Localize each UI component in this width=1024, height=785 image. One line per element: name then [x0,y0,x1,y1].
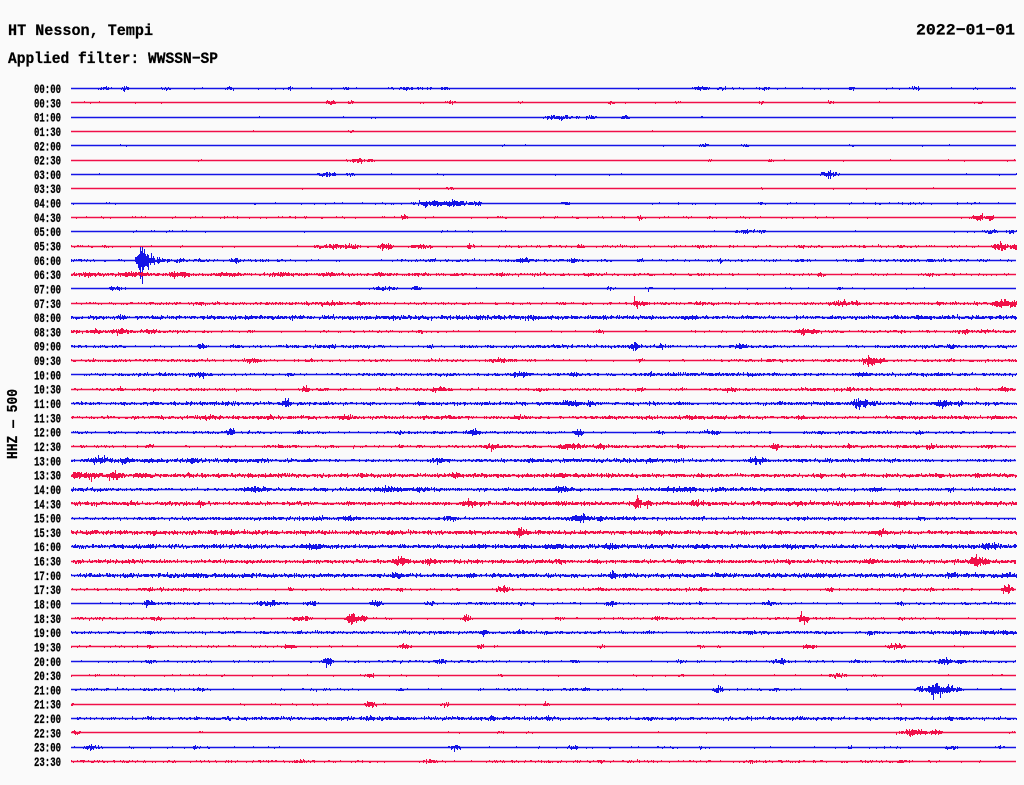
svg-text:2022−01−01: 2022−01−01 [916,22,1015,40]
svg-text:21:00: 21:00 [34,683,61,698]
svg-text:16:00: 16:00 [34,540,61,555]
svg-text:11:00: 11:00 [34,397,61,412]
svg-text:14:30: 14:30 [34,497,61,512]
svg-text:19:00: 19:00 [34,626,61,641]
svg-text:19:30: 19:30 [34,640,61,655]
svg-text:15:30: 15:30 [34,526,61,541]
svg-text:11:30: 11:30 [34,411,61,426]
svg-text:08:00: 08:00 [34,311,61,326]
svg-text:02:00: 02:00 [34,139,61,154]
svg-text:06:30: 06:30 [34,268,61,283]
svg-text:HHZ — 500: HHZ — 500 [5,389,22,459]
svg-text:07:00: 07:00 [34,283,61,298]
svg-text:17:30: 17:30 [34,583,61,598]
svg-text:13:30: 13:30 [34,469,61,484]
svg-text:20:00: 20:00 [34,655,61,670]
svg-text:09:00: 09:00 [34,340,61,355]
svg-text:15:00: 15:00 [34,512,61,527]
svg-text:09:30: 09:30 [34,354,61,369]
svg-text:14:00: 14:00 [34,483,61,498]
svg-text:01:30: 01:30 [34,125,61,140]
svg-text:05:30: 05:30 [34,240,61,255]
svg-text:00:30: 00:30 [34,96,61,111]
svg-text:10:30: 10:30 [34,383,61,398]
svg-text:10:00: 10:00 [34,368,61,383]
svg-text:18:30: 18:30 [34,612,61,627]
svg-text:12:00: 12:00 [34,426,61,441]
svg-text:23:30: 23:30 [34,755,61,770]
svg-text:21:30: 21:30 [34,698,61,713]
svg-text:08:30: 08:30 [34,325,61,340]
svg-text:03:00: 03:00 [34,168,61,183]
svg-text:18:00: 18:00 [34,598,61,613]
svg-text:20:30: 20:30 [34,669,61,684]
svg-text:07:30: 07:30 [34,297,61,312]
svg-text:22:00: 22:00 [34,712,61,727]
svg-text:23:00: 23:00 [34,741,61,756]
svg-text:04:30: 04:30 [34,211,61,226]
svg-text:Applied filter: WWSSN−SP: Applied filter: WWSSN−SP [8,50,218,68]
svg-text:01:00: 01:00 [34,111,61,126]
svg-text:06:00: 06:00 [34,254,61,269]
svg-text:04:00: 04:00 [34,197,61,212]
svg-text:02:30: 02:30 [34,154,61,169]
svg-text:05:00: 05:00 [34,225,61,240]
svg-text:17:00: 17:00 [34,569,61,584]
svg-text:13:00: 13:00 [34,454,61,469]
svg-text:00:00: 00:00 [34,82,61,97]
svg-text:22:30: 22:30 [34,726,61,741]
svg-text:12:30: 12:30 [34,440,61,455]
svg-text:16:30: 16:30 [34,555,61,570]
svg-text:HT Nesson, Tempi: HT Nesson, Tempi [8,22,153,40]
svg-text:03:30: 03:30 [34,182,61,197]
